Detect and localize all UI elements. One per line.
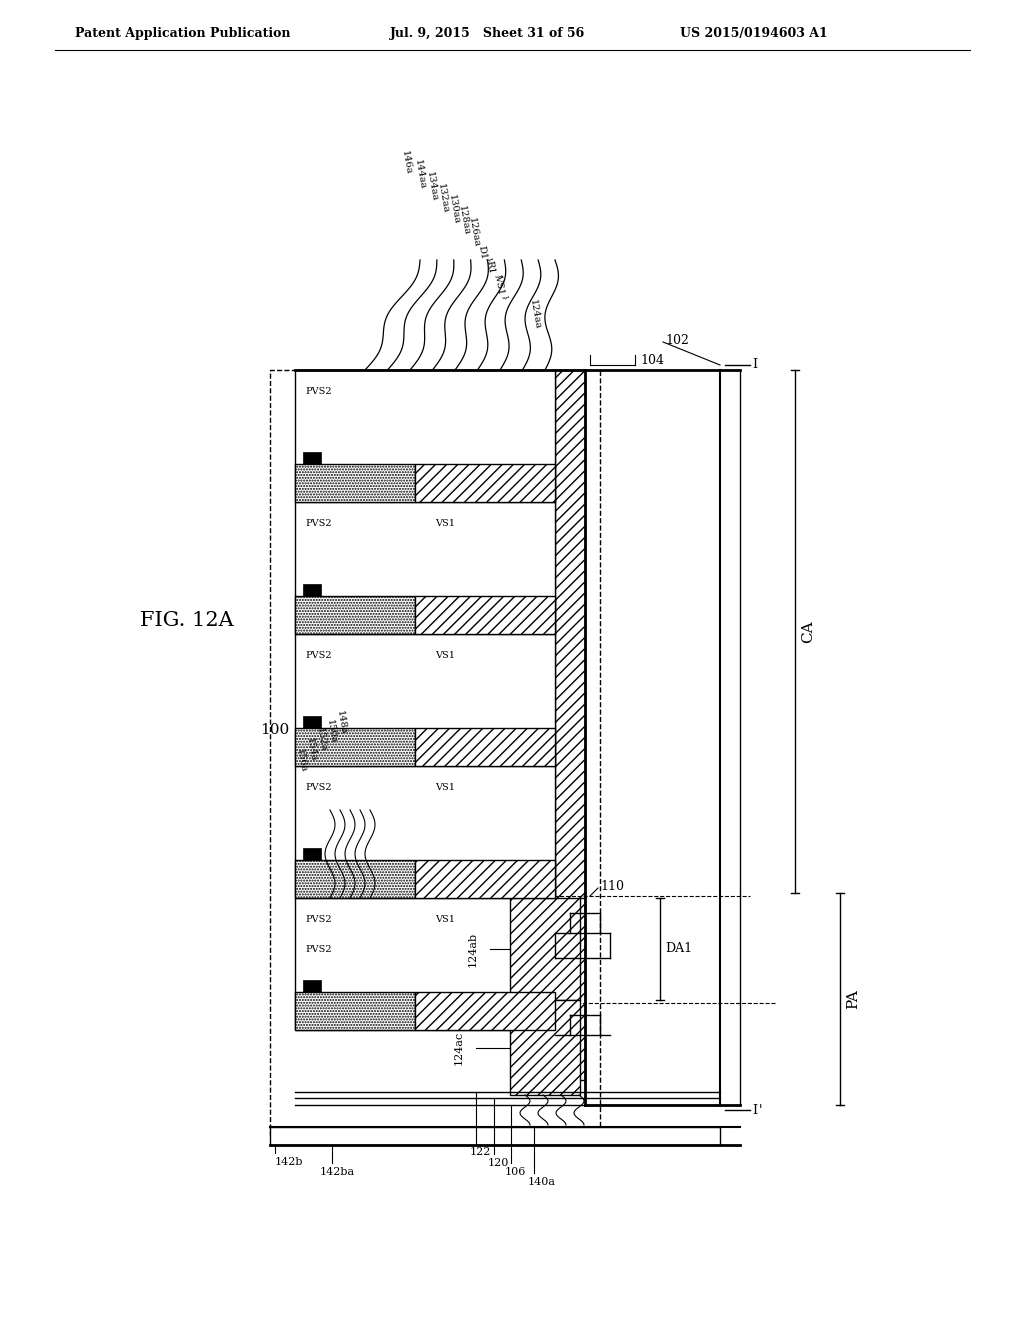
Bar bbox=[295, 502, 555, 634]
Bar bbox=[415, 465, 555, 502]
Text: FIG. 12A: FIG. 12A bbox=[140, 610, 233, 630]
Bar bbox=[295, 766, 555, 898]
Text: 120: 120 bbox=[488, 1158, 509, 1168]
Text: PVS2: PVS2 bbox=[305, 520, 332, 528]
Text: 122: 122 bbox=[470, 1147, 492, 1158]
Bar bbox=[295, 898, 555, 1030]
Text: PVS2: PVS2 bbox=[305, 784, 332, 792]
Bar bbox=[415, 993, 555, 1030]
Text: 150a: 150a bbox=[325, 718, 338, 744]
Text: 156a: 156a bbox=[295, 747, 308, 774]
Text: PVS2: PVS2 bbox=[305, 388, 332, 396]
Bar bbox=[295, 634, 555, 766]
Bar bbox=[270, 1127, 720, 1144]
Bar bbox=[295, 861, 415, 898]
Bar bbox=[415, 729, 555, 766]
Text: I: I bbox=[752, 1104, 757, 1117]
Bar bbox=[295, 993, 415, 1030]
Text: PVS2: PVS2 bbox=[305, 652, 332, 660]
Bar bbox=[295, 465, 415, 502]
Text: 124ac: 124ac bbox=[454, 1031, 464, 1065]
Text: ': ' bbox=[759, 1104, 763, 1117]
Text: VS1: VS1 bbox=[434, 784, 455, 792]
Text: PVS2: PVS2 bbox=[305, 916, 332, 924]
Text: 152a: 152a bbox=[315, 726, 328, 752]
Text: VS1: VS1 bbox=[434, 652, 455, 660]
Text: Patent Application Publication: Patent Application Publication bbox=[75, 26, 291, 40]
Text: 130aa: 130aa bbox=[447, 194, 461, 224]
Text: 142ba: 142ba bbox=[319, 1167, 355, 1177]
Text: D1: D1 bbox=[476, 244, 487, 260]
Text: 100: 100 bbox=[260, 723, 289, 737]
Bar bbox=[303, 847, 321, 861]
Bar bbox=[295, 597, 415, 634]
Text: 128aa: 128aa bbox=[457, 205, 471, 236]
Bar bbox=[555, 370, 585, 1080]
Bar bbox=[295, 370, 555, 502]
Text: PA: PA bbox=[846, 989, 860, 1008]
Text: 154a: 154a bbox=[305, 737, 318, 762]
Bar bbox=[303, 583, 321, 597]
Text: US 2015/0194603 A1: US 2015/0194603 A1 bbox=[680, 26, 827, 40]
Bar bbox=[510, 1001, 580, 1096]
Text: 142b: 142b bbox=[275, 1158, 303, 1167]
Text: 124ab: 124ab bbox=[468, 932, 478, 966]
Bar bbox=[415, 597, 555, 634]
Text: 110: 110 bbox=[600, 879, 624, 892]
Text: }: } bbox=[484, 256, 493, 264]
Bar bbox=[415, 861, 555, 898]
Text: 144aa: 144aa bbox=[413, 158, 427, 190]
Text: 104: 104 bbox=[640, 354, 664, 367]
Text: 140a: 140a bbox=[528, 1177, 556, 1187]
Bar bbox=[303, 451, 321, 465]
Text: 124aa: 124aa bbox=[528, 298, 542, 330]
Text: 148a: 148a bbox=[335, 709, 348, 735]
Bar bbox=[295, 729, 415, 766]
Text: 126aa: 126aa bbox=[467, 216, 481, 248]
Text: VS1: VS1 bbox=[493, 273, 505, 294]
Text: CA: CA bbox=[801, 620, 815, 643]
Text: I: I bbox=[752, 359, 757, 371]
Text: R1: R1 bbox=[484, 260, 496, 275]
Text: 102: 102 bbox=[665, 334, 689, 346]
Bar bbox=[303, 979, 321, 993]
Text: }: } bbox=[500, 294, 509, 301]
Text: PVS2: PVS2 bbox=[305, 945, 332, 954]
Text: DA1: DA1 bbox=[665, 942, 692, 956]
Text: 146a: 146a bbox=[400, 149, 413, 176]
Text: VS1: VS1 bbox=[434, 916, 455, 924]
Text: 134aa: 134aa bbox=[425, 170, 439, 202]
Text: VS1: VS1 bbox=[434, 520, 455, 528]
Text: }: } bbox=[493, 273, 502, 280]
Bar bbox=[303, 715, 321, 729]
Text: Jul. 9, 2015   Sheet 31 of 56: Jul. 9, 2015 Sheet 31 of 56 bbox=[390, 26, 586, 40]
Text: 106: 106 bbox=[505, 1167, 526, 1177]
Text: 132aa: 132aa bbox=[436, 182, 451, 214]
Bar bbox=[510, 898, 580, 1001]
